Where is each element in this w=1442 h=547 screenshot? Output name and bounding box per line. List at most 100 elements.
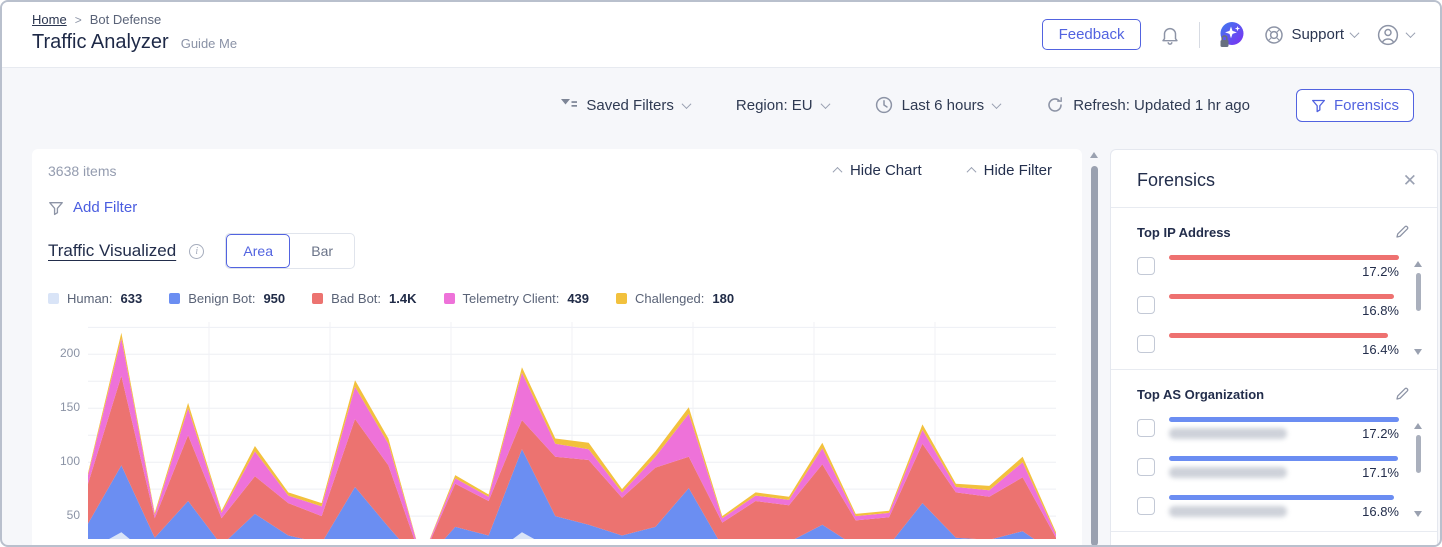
edit-pencil-icon[interactable] [1394,223,1411,240]
row-percentage: 16.8% [1362,504,1399,519]
breadcrumb-current: Bot Defense [89,12,162,27]
row-percentage: 16.8% [1362,303,1399,318]
time-range-label: Last 6 hours [901,96,985,114]
legend-count: 439 [567,291,590,306]
header-left: Home > Bot Defense Traffic Analyzer Guid… [32,2,237,67]
ai-assistant-icon[interactable] [1218,21,1246,49]
legend-swatch [616,293,628,304]
guide-me-link[interactable]: Guide Me [180,36,238,51]
forensics-row: 16.8% [1137,294,1399,318]
support-menu[interactable]: Support [1264,25,1360,45]
view-option-bar[interactable]: Bar [311,243,334,259]
scrollbar-thumb[interactable] [1090,166,1098,545]
scroll-up-arrow[interactable] [1414,261,1422,267]
main-scrollbar[interactable] [1089,152,1099,545]
scroll-up-arrow[interactable] [1090,152,1098,158]
chart-legend: Human: 633 Benign Bot: 950 Bad Bot: 1.4K Te… [48,291,1082,306]
chart-view-toggle: Area Bar [225,233,356,269]
legend-swatch [169,293,181,304]
add-filter-button[interactable]: Add Filter [48,199,1082,216]
row-checkbox[interactable] [1137,257,1155,275]
page-title: Traffic Analyzer [32,31,169,53]
row-checkbox[interactable] [1137,497,1155,515]
traffic-chart-plot[interactable] [88,322,1056,539]
forensics-section-title: Top IP Address [1137,225,1231,240]
percentage-bar [1169,255,1399,260]
scroll-down-arrow[interactable] [1414,511,1422,517]
row-checkbox[interactable] [1137,335,1155,353]
close-icon[interactable]: ✕ [1402,171,1417,190]
legend-label: Human: [67,291,113,306]
saved-filters-label: Saved Filters [586,96,674,114]
legend-item-challenged[interactable]: Challenged: 180 [616,291,734,306]
row-checkbox[interactable] [1137,458,1155,476]
edit-pencil-icon[interactable] [1394,385,1411,402]
legend-count: 1.4K [389,291,417,306]
legend-label: Bad Bot: [331,291,382,306]
traffic-panel: 3638 items Hide Chart Hide Filter Ad [32,149,1082,545]
forensics-button-label: Forensics [1333,96,1399,114]
chevron-down-icon [991,98,1002,109]
percentage-bar [1169,333,1389,338]
row-checkbox[interactable] [1137,296,1155,314]
y-axis-tick-100: 100 [59,454,80,469]
hide-filter-button[interactable]: Hide Filter [966,162,1052,179]
y-axis-tick-150: 150 [59,400,80,415]
legend-label: Telemetry Client: [462,291,560,306]
chart-section-title: Traffic Visualized [48,241,177,260]
account-menu[interactable] [1376,23,1416,47]
legend-item-telemetry-client[interactable]: Telemetry Client: 439 [443,291,590,306]
row-percentage: 17.2% [1362,264,1399,279]
refresh-label: Refresh: Updated 1 hr ago [1073,96,1250,114]
legend-item-bad-bot[interactable]: Bad Bot: 1.4K [312,291,417,306]
section-scrollbar[interactable] [1413,261,1423,355]
redacted-label [1169,428,1287,439]
region-dropdown[interactable]: Region: EU [736,97,831,114]
row-checkbox[interactable] [1137,419,1155,437]
row-percentage: 17.1% [1362,465,1399,480]
legend-count: 180 [712,291,735,306]
clock-icon [875,96,892,114]
header-divider [1199,21,1201,48]
legend-label: Benign Bot: [188,291,256,306]
scroll-down-arrow[interactable] [1414,349,1422,355]
legend-swatch [48,293,59,304]
funnel-icon [1311,99,1325,112]
forensics-toggle-button[interactable]: Forensics [1295,88,1414,122]
items-count: 3638 items [48,162,117,179]
y-axis-labels: 50 100 150 200 [44,322,88,539]
support-label: Support [1291,26,1344,43]
legend-swatch [312,293,324,304]
chevron-down-icon [681,98,692,109]
time-range-dropdown[interactable]: Last 6 hours [875,96,1002,114]
chart-area: 50 100 150 200 [32,322,1082,539]
forensics-row: 17.1% [1137,456,1399,480]
hide-chart-button[interactable]: Hide Chart [832,162,922,179]
notifications-bell-icon[interactable] [1159,23,1181,47]
header-actions: Feedback [1041,2,1416,67]
funnel-icon [49,201,63,215]
info-icon[interactable]: i [189,243,205,259]
breadcrumb-home-link[interactable]: Home [32,12,67,27]
section-scrollbar[interactable] [1413,423,1423,517]
saved-filters-dropdown[interactable]: Saved Filters [561,96,692,114]
forensics-section-title: Top AS Organization [1137,387,1265,402]
scrollbar-thumb[interactable] [1415,273,1421,311]
feedback-button[interactable]: Feedback [1041,19,1142,50]
redacted-label [1169,506,1287,517]
filter-bar: Saved Filters Region: EU Last 6 hours Re… [2,68,1440,142]
refresh-button[interactable]: Refresh: Updated 1 hr ago [1046,96,1250,114]
forensics-panel-title: Forensics [1137,170,1216,190]
scroll-up-arrow[interactable] [1414,423,1422,429]
legend-item-benign-bot[interactable]: Benign Bot: 950 [169,291,285,306]
legend-count: 950 [263,291,286,306]
view-option-area[interactable]: Area [226,234,291,268]
legend-item-human[interactable]: Human: 633 [48,291,142,306]
forensics-panel: Forensics ✕ Top IP Address 17.2% 16.8% 16.4… [1110,149,1438,545]
add-filter-label: Add Filter [73,199,138,216]
hide-filter-label: Hide Filter [983,162,1052,179]
chevron-down-icon [1349,28,1360,39]
forensics-section-top-as-organization: Top AS Organization 17.2% 17.1% 16.8% [1111,370,1437,532]
percentage-bar [1169,456,1398,461]
scrollbar-thumb[interactable] [1415,435,1421,473]
